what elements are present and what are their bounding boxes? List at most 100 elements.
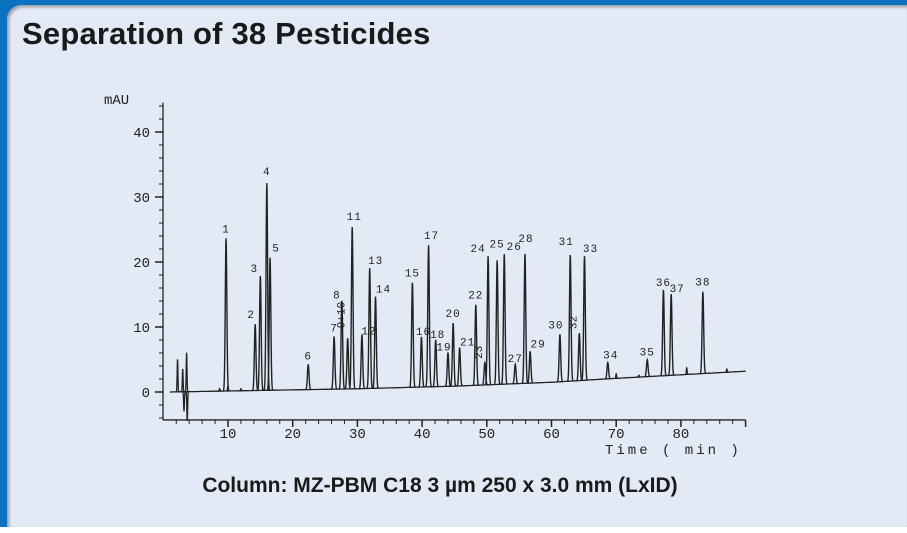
- baseline-disturbance: [614, 372, 618, 380]
- peak-13: [366, 268, 374, 390]
- peak-35: [644, 357, 651, 378]
- baseline-disturbance: [685, 366, 689, 376]
- y-tick-label: 40: [133, 126, 150, 142]
- peak-15: [409, 282, 416, 388]
- peak-14: [372, 296, 379, 389]
- peak-26: [500, 254, 508, 385]
- peak-25: [493, 260, 501, 386]
- peak-22: [472, 304, 480, 387]
- chart-panel: [7, 5, 907, 527]
- peak-label: 37: [670, 284, 685, 296]
- peak-label: 17: [424, 231, 439, 243]
- peak-label: 18: [430, 330, 445, 342]
- peak-label: 21: [460, 338, 475, 350]
- baseline-disturbance: [180, 368, 185, 393]
- peak-label: 9+10: [337, 302, 349, 328]
- column-caption: Column: MZ-PBM C18 3 µm 250 x 3.0 mm (Lx…: [202, 474, 678, 497]
- peak-21: [456, 347, 463, 387]
- x-tick-label: 80: [672, 427, 689, 443]
- baseline-disturbance: [182, 391, 186, 412]
- peak-4: [263, 182, 271, 391]
- peak-29: [526, 351, 534, 384]
- peak-17: [425, 245, 432, 388]
- peak-label: 30: [548, 320, 563, 332]
- peak-18: [432, 339, 439, 388]
- peak-label: 4: [263, 167, 271, 179]
- y-tick-label: 10: [133, 321, 150, 337]
- peak-30: [556, 334, 564, 383]
- baseline-disturbance: [218, 387, 222, 392]
- x-tick-label: 50: [478, 427, 495, 443]
- y-tick-label: 0: [142, 386, 150, 402]
- peak-label: 33: [583, 244, 598, 256]
- peak-33: [581, 256, 588, 382]
- peak-27: [512, 361, 519, 385]
- baseline-disturbance: [239, 388, 243, 392]
- peak-label: 6: [304, 351, 312, 363]
- peak-label: 15: [405, 269, 420, 281]
- peak-16: [418, 336, 425, 388]
- peak-19: [444, 352, 452, 388]
- peak-8: [338, 300, 346, 390]
- peak-label: 20: [446, 309, 461, 321]
- peak-32: [576, 333, 583, 382]
- peak-23: [481, 360, 488, 386]
- y-axis-label: mAU: [104, 93, 129, 109]
- peak-3: [257, 275, 264, 392]
- peak-label: 28: [518, 234, 533, 246]
- x-axis-label: Time ( min ): [605, 443, 742, 459]
- peak-11: [348, 226, 356, 390]
- peak-6: [305, 364, 312, 391]
- x-tick-label: 20: [284, 427, 301, 443]
- x-tick-label: 30: [349, 427, 366, 443]
- peak-36: [660, 289, 667, 377]
- peak-31: [566, 254, 574, 382]
- peak-label: 24: [470, 244, 485, 256]
- x-tick-label: 60: [543, 427, 560, 443]
- peak-label: 32: [568, 316, 580, 329]
- peak-label: 3: [251, 264, 259, 276]
- peak-label: 25: [490, 239, 505, 251]
- peak-label: 27: [508, 354, 523, 366]
- peak-label: 13: [368, 256, 383, 268]
- baseline-disturbance: [637, 374, 641, 378]
- peak-label: 31: [559, 237, 574, 249]
- baseline-disturbance: [175, 359, 180, 393]
- peak-20: [449, 323, 457, 387]
- peak-label: 22: [468, 291, 483, 303]
- peak-label: 11: [347, 212, 362, 224]
- peak-label: 19: [436, 343, 451, 355]
- peak-5: [266, 257, 274, 391]
- peak-38: [699, 291, 707, 375]
- baseline-disturbance: [185, 391, 190, 422]
- x-tick-label: 10: [220, 427, 237, 443]
- peak-label: 29: [531, 339, 546, 351]
- peak-28: [521, 253, 529, 385]
- peak-label: 8: [333, 291, 341, 303]
- x-tick-label: 70: [608, 427, 625, 443]
- peak-label: 35: [640, 348, 655, 360]
- peak-label: 5: [272, 244, 280, 256]
- peak-label: 38: [695, 278, 710, 290]
- peak-37: [667, 294, 675, 377]
- baseline-disturbance: [725, 368, 729, 373]
- peak-label: 23: [474, 346, 486, 359]
- peak-24: [484, 256, 492, 386]
- peak-label: 1: [222, 224, 230, 236]
- peak-2: [251, 324, 259, 392]
- peak-label: 26: [507, 242, 522, 254]
- peak-label: 36: [656, 278, 671, 290]
- peak-label: 2: [247, 310, 255, 322]
- chart-title: Separation of 38 Pesticides: [22, 16, 431, 51]
- peak-12: [358, 334, 366, 390]
- y-tick-label: 30: [133, 191, 150, 207]
- peak-34: [604, 360, 611, 380]
- baseline-disturbance: [184, 352, 189, 393]
- peak-label: 12: [361, 327, 376, 339]
- y-tick-label: 20: [133, 256, 150, 272]
- peak-label: 34: [603, 351, 618, 363]
- x-tick-label: 40: [414, 427, 431, 443]
- peak-label: 7: [330, 324, 338, 336]
- peak-7: [330, 336, 338, 390]
